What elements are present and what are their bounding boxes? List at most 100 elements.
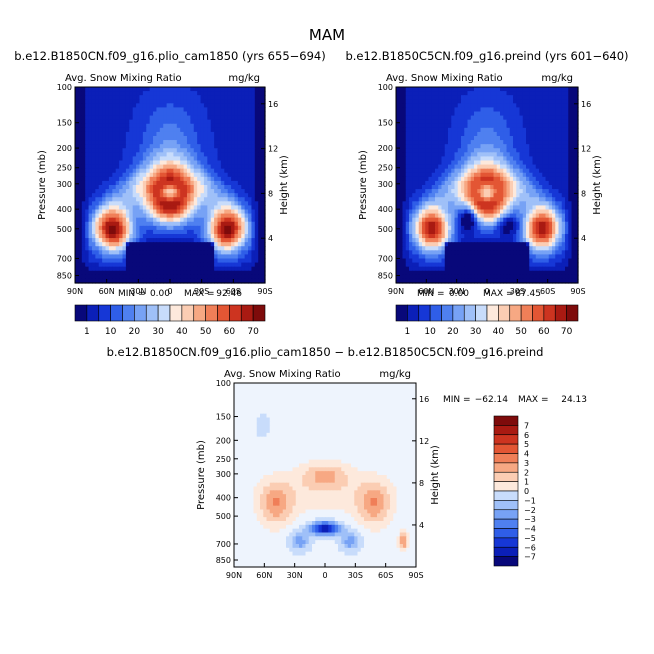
field-cell xyxy=(105,229,110,235)
field-cell xyxy=(207,278,212,284)
field-cell xyxy=(503,193,508,198)
field-cell xyxy=(112,180,117,186)
field-cell xyxy=(227,87,232,92)
field-cell xyxy=(81,254,86,260)
field-cell xyxy=(210,201,215,207)
field-cell xyxy=(119,246,124,251)
field-cell xyxy=(224,127,229,133)
field-cell xyxy=(568,107,573,113)
field-cell xyxy=(568,127,573,133)
field-cell xyxy=(129,221,134,227)
field-cell xyxy=(166,278,171,284)
field-cell xyxy=(565,185,569,190)
field-cell xyxy=(425,136,430,141)
field-cell xyxy=(156,234,161,239)
field-cell xyxy=(237,238,242,243)
field-cell xyxy=(159,136,164,141)
field-cell xyxy=(535,168,540,174)
field-cell xyxy=(220,140,225,145)
field-cell xyxy=(108,242,113,247)
field-cell xyxy=(261,176,266,182)
field-cell xyxy=(467,197,472,202)
field-cell xyxy=(493,201,498,207)
field-cell xyxy=(241,180,246,186)
field-cell xyxy=(200,136,205,141)
field-cell xyxy=(399,205,404,211)
field-cell xyxy=(237,262,242,268)
field-cell xyxy=(220,246,225,251)
field-cell xyxy=(129,144,134,149)
field-cell xyxy=(457,213,462,219)
field-cell xyxy=(132,91,137,96)
field-cell xyxy=(173,103,178,109)
field-cell xyxy=(444,144,449,149)
field-cell xyxy=(173,95,178,100)
field-cell xyxy=(258,95,263,100)
field-cell xyxy=(105,91,110,96)
field-cell xyxy=(402,209,407,215)
field-cell xyxy=(91,246,96,251)
field-cell xyxy=(412,242,417,247)
field-cell xyxy=(565,87,569,92)
field-cell xyxy=(173,152,178,158)
field-cell xyxy=(95,266,100,272)
field-cell xyxy=(477,176,482,182)
field-cell xyxy=(535,246,540,251)
field-cell xyxy=(425,217,430,223)
field-cell xyxy=(464,123,469,129)
field-cell xyxy=(568,168,573,174)
field-cell xyxy=(503,197,508,202)
field-cell xyxy=(258,274,263,280)
field-cell xyxy=(180,270,185,276)
field-cell xyxy=(506,242,511,247)
field-cell xyxy=(156,91,161,96)
field-cell xyxy=(464,119,469,125)
field-cell xyxy=(214,87,219,92)
field-cell xyxy=(470,160,475,166)
field-cell xyxy=(412,156,417,162)
field-cell xyxy=(441,234,446,239)
field-cell xyxy=(129,99,134,104)
field-cell xyxy=(98,152,103,158)
field-cell xyxy=(438,213,443,219)
field-cell xyxy=(422,176,426,182)
field-cell xyxy=(122,107,127,113)
field-cell xyxy=(237,213,242,219)
field-cell xyxy=(119,274,124,280)
y-axis-label: Pressure (mb) xyxy=(37,150,48,220)
field-cell xyxy=(193,91,198,96)
field-cell xyxy=(163,258,168,264)
field-cell xyxy=(464,152,469,158)
field-cell xyxy=(153,266,158,272)
field-cell xyxy=(555,160,560,166)
field-cell xyxy=(200,254,205,260)
field-cell xyxy=(548,160,553,166)
field-cell xyxy=(399,103,404,109)
field-cell xyxy=(571,221,576,227)
field-cell xyxy=(149,176,154,182)
field-cell xyxy=(136,152,141,158)
field-cell xyxy=(529,111,534,117)
field-cell xyxy=(115,131,120,137)
field-cell xyxy=(258,111,263,117)
field-cell xyxy=(180,103,185,109)
field-cell xyxy=(81,205,86,211)
field-cell xyxy=(529,205,534,211)
field-cell xyxy=(451,107,456,113)
y2-axis-label: Height (km) xyxy=(279,155,290,215)
field-cell xyxy=(409,189,413,194)
field-cell xyxy=(496,152,501,158)
field-cell xyxy=(108,201,113,207)
field-cell xyxy=(180,266,185,272)
field-cell xyxy=(193,266,198,272)
field-cell xyxy=(119,278,124,284)
field-cell xyxy=(91,111,96,117)
field-cell xyxy=(574,115,579,121)
field-cell xyxy=(535,197,540,202)
field-cell xyxy=(493,156,498,162)
field-cell xyxy=(412,144,417,149)
field-cell xyxy=(88,156,93,162)
field-cell xyxy=(464,172,469,178)
field-cell xyxy=(102,160,107,166)
field-cell xyxy=(500,168,504,174)
